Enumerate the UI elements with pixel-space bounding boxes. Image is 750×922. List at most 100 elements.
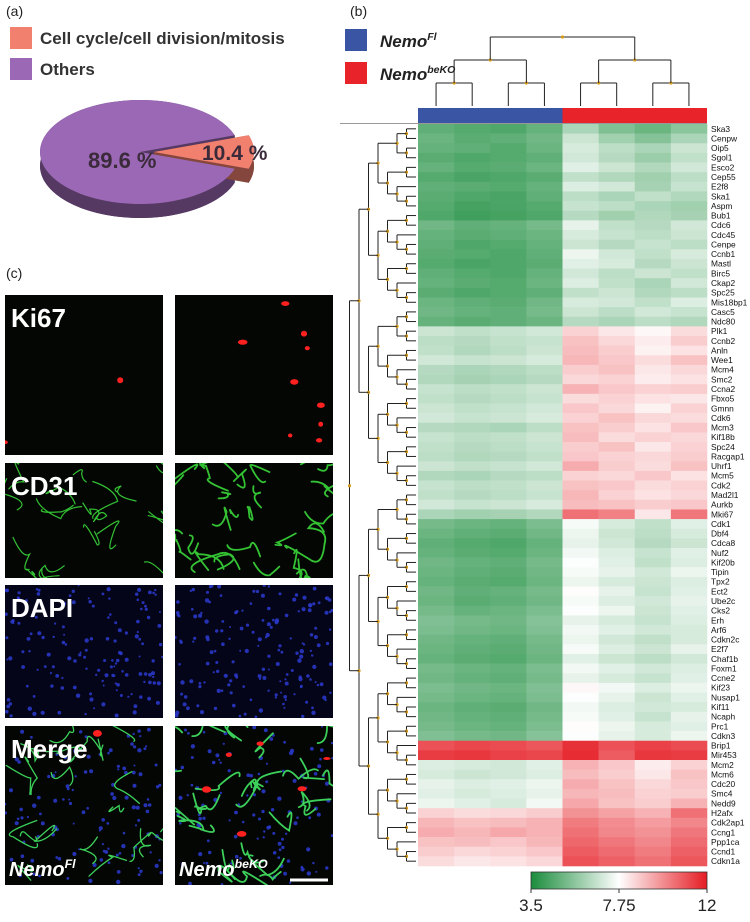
heat-cell (634, 654, 672, 664)
nucleus (32, 711, 37, 716)
heat-cell (670, 249, 708, 260)
nucleus (293, 693, 296, 696)
nucleus (285, 673, 289, 676)
heat-cell (634, 779, 672, 790)
nucleus (312, 664, 317, 669)
heat-cell (670, 364, 708, 375)
heat-cell (418, 210, 455, 221)
nucleus (183, 695, 188, 699)
nucleus (95, 673, 98, 677)
nucleus (270, 808, 275, 812)
heat-cell (670, 788, 708, 799)
heat-cell (454, 316, 491, 327)
nucleus (299, 654, 304, 659)
row-label: Cks2 (711, 606, 730, 616)
heat-cell (490, 172, 527, 183)
nucleus (252, 726, 257, 730)
legend-swatch (345, 62, 367, 84)
heat-cell (670, 528, 708, 539)
heat-cell (526, 538, 563, 549)
genotype-label: NemobeKO (179, 857, 268, 881)
heat-cell (490, 461, 527, 472)
nucleus (89, 697, 94, 702)
vessel (306, 522, 327, 545)
heat-cell (634, 432, 672, 443)
nucleus (31, 615, 34, 618)
heat-cell (670, 143, 708, 154)
heat-cell (562, 258, 599, 269)
heat-cell (526, 268, 563, 279)
nucleus (130, 742, 134, 746)
heat-cell (526, 817, 563, 828)
nucleus (255, 589, 260, 594)
nucleus (64, 643, 68, 646)
nucleus (180, 765, 185, 770)
heat-cell (526, 384, 563, 395)
heat-cell (598, 374, 636, 385)
heat-cell (670, 692, 708, 703)
nucleus (124, 673, 129, 677)
nucleus (234, 854, 239, 859)
nucleus (79, 730, 83, 734)
heat-cell (562, 654, 599, 664)
row-label: Nedd9 (711, 798, 736, 808)
nucleus (158, 611, 161, 613)
nucleus (9, 788, 13, 793)
nucleus (299, 649, 304, 654)
nucleus (14, 821, 19, 826)
heat-cell (634, 711, 672, 722)
row-label: Ccne2 (711, 673, 736, 683)
vessel (88, 854, 128, 877)
heat-cell (454, 152, 491, 163)
vessel (175, 806, 196, 826)
row-label: Esco2 (711, 162, 735, 172)
nucleus (267, 606, 271, 611)
vessel (175, 726, 184, 734)
heat-cell (454, 702, 491, 713)
vessel (176, 815, 205, 831)
heat-cell (598, 413, 636, 424)
nucleus (245, 623, 250, 627)
nucleus (208, 850, 212, 855)
nucleus (53, 798, 58, 803)
heat-cell (598, 480, 636, 491)
row-label: Cdk2 (711, 480, 731, 490)
heat-cell (598, 596, 636, 607)
heat-cell (490, 451, 527, 462)
row-label: Mir453 (711, 750, 737, 760)
heat-cell (490, 750, 527, 761)
heat-cell (670, 258, 708, 269)
micrograph (5, 585, 163, 718)
nucleus (136, 630, 139, 634)
heat-cell (598, 605, 636, 616)
nucleus (293, 821, 298, 826)
heat-cell (670, 413, 708, 424)
row-label: Cdk2ap1 (711, 818, 745, 828)
nucleus (289, 637, 292, 640)
heat-cell (490, 731, 527, 742)
heat-cell (454, 326, 491, 337)
colorbar (530, 871, 708, 890)
nucleus (41, 635, 45, 640)
nucleus (239, 856, 242, 860)
heat-cell (562, 779, 599, 790)
heat-cell (634, 644, 672, 655)
heat-cell (490, 576, 527, 587)
nucleus (154, 593, 157, 596)
nucleus (9, 714, 13, 718)
vessel (175, 529, 184, 543)
nucleus (190, 756, 194, 759)
nucleus (133, 704, 138, 709)
nucleus (262, 836, 265, 839)
heat-cell (634, 846, 672, 857)
heat-cell (454, 760, 491, 770)
vessel (129, 831, 152, 863)
heat-cell (598, 673, 636, 684)
nucleus (122, 766, 127, 771)
nucleus (324, 781, 329, 786)
nucleus (88, 600, 92, 604)
row-label: Ect2 (711, 586, 728, 596)
nucleus (79, 651, 82, 654)
nucleus (133, 745, 137, 749)
nucleus (266, 825, 271, 830)
